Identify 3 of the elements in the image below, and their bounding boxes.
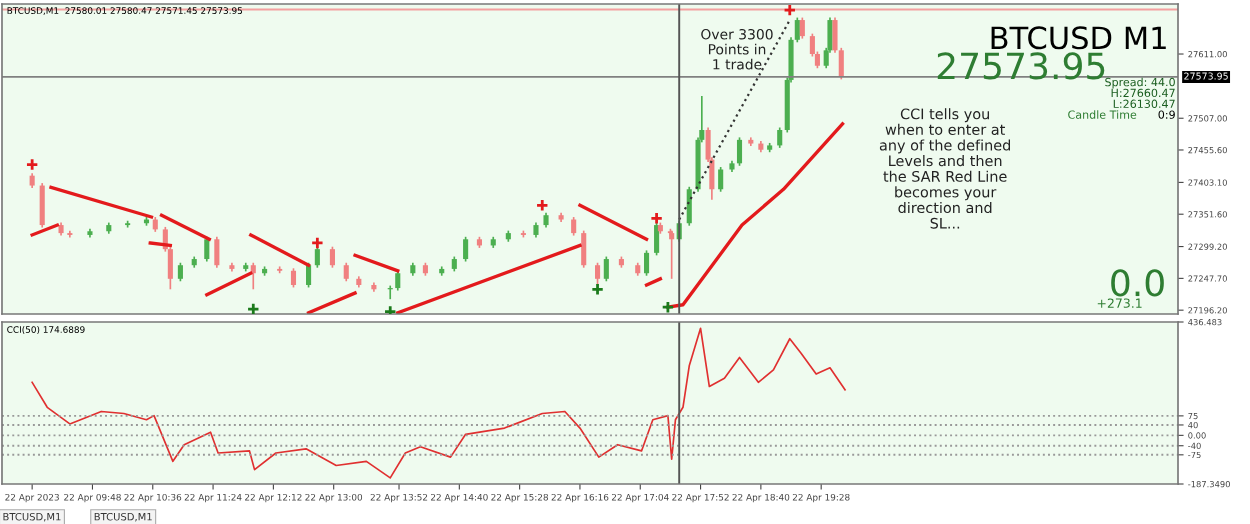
annotation: 27573.95 xyxy=(937,52,1105,80)
annotation: BTCUSD M1 xyxy=(991,26,1166,50)
annotation: 0.0 xyxy=(1111,269,1164,297)
